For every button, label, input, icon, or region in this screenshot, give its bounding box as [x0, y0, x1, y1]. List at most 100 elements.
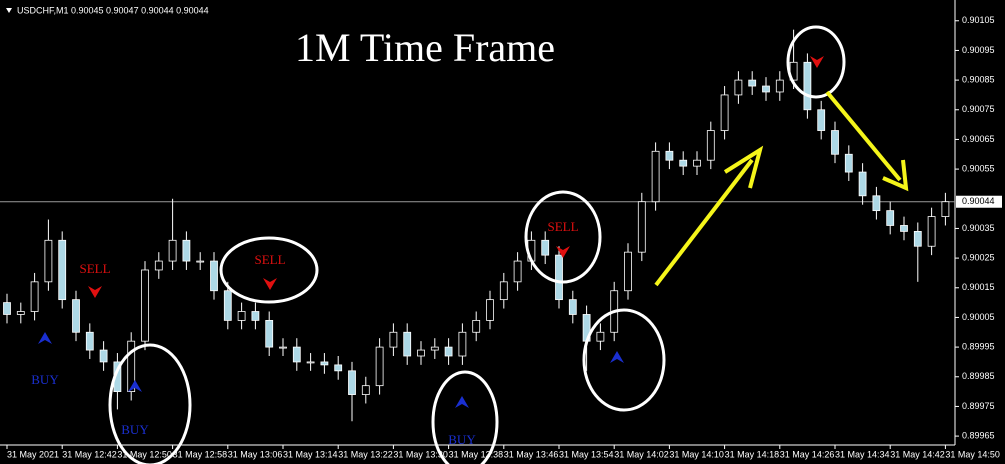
- arrow-head: [723, 145, 764, 189]
- candle-body: [3, 302, 11, 315]
- sell-arrow: [810, 56, 824, 68]
- y-tick-label: 0.90065: [962, 134, 995, 144]
- candle-body: [637, 201, 646, 253]
- candle-body: [279, 346, 287, 349]
- candle-body: [665, 150, 674, 161]
- candle-body: [334, 364, 343, 372]
- signal-label: SELL: [254, 252, 285, 267]
- candle-body: [555, 254, 563, 301]
- candle-body: [72, 299, 80, 333]
- candle-body: [306, 361, 315, 364]
- candle-body: [513, 260, 522, 283]
- candle-body: [858, 171, 867, 197]
- signal-labels: SELL SELL SELL BUY BUY BUY: [31, 219, 578, 447]
- sell-arrow: [556, 246, 570, 258]
- signal-label: BUY: [31, 372, 59, 387]
- candle-body: [237, 311, 246, 321]
- y-tick-label: 0.90025: [962, 252, 995, 262]
- circle: [582, 308, 666, 412]
- buy-arrow: [38, 332, 52, 344]
- candle-body: [210, 260, 218, 292]
- y-tick-label: 0.90035: [962, 223, 995, 233]
- candle-body: [99, 349, 108, 363]
- highlight-circles: [108, 25, 846, 464]
- candle-body: [85, 331, 94, 351]
- candle-body: [361, 385, 370, 395]
- candle-body: [182, 239, 191, 262]
- buy-signals: [38, 332, 624, 408]
- y-tick-label: 0.89975: [962, 401, 995, 411]
- candle-body: [679, 159, 688, 167]
- y-tick-label: 0.90095: [962, 45, 995, 55]
- menu-icon: [6, 8, 12, 13]
- candle-body: [831, 130, 839, 155]
- circle: [108, 343, 192, 464]
- sell-signals: [88, 56, 824, 298]
- current-price-label: 0.90044: [962, 196, 995, 206]
- candle-body: [458, 331, 467, 357]
- candle-body: [886, 210, 895, 226]
- candle-body: [541, 239, 550, 256]
- x-tick-label: 31 May 14:18: [725, 449, 780, 459]
- candle-body: [872, 195, 881, 212]
- x-tick-label: 31 May 12:42: [62, 449, 117, 459]
- candle-body: [568, 299, 577, 315]
- signal-label: SELL: [547, 219, 578, 234]
- x-tick-label: 31 May 12:50: [117, 449, 172, 459]
- x-tick-label: 31 May 14:34: [835, 449, 890, 459]
- candle-body: [168, 239, 177, 262]
- candle-body: [941, 201, 950, 217]
- chart-title: 1M Time Frame: [295, 25, 555, 70]
- arrow-shaft: [654, 158, 754, 287]
- circle: [786, 25, 846, 99]
- candle-body: [499, 281, 508, 301]
- candle-body: [251, 311, 260, 321]
- candle-body: [430, 346, 439, 351]
- candle-body: [734, 79, 743, 96]
- y-tick-label: 0.90075: [962, 104, 995, 114]
- y-tick-label: 0.90105: [962, 15, 995, 25]
- sell-arrow: [263, 278, 277, 290]
- circle: [431, 370, 499, 464]
- candle-body: [417, 349, 425, 357]
- y-tick-label: 0.89985: [962, 371, 995, 381]
- candle-body: [320, 361, 329, 366]
- y-tick-label: 0.90015: [962, 282, 995, 292]
- buy-arrow: [610, 351, 624, 363]
- candle-body: [403, 331, 412, 357]
- candle-body: [375, 346, 384, 387]
- candle-body: [596, 331, 605, 342]
- candle-body: [748, 79, 757, 87]
- candle-body: [927, 216, 936, 247]
- buy-arrow: [128, 380, 142, 392]
- y-tick-label: 0.89995: [962, 341, 995, 351]
- buy-arrow: [455, 396, 469, 408]
- y-tick-label: 0.90055: [962, 163, 995, 173]
- candle-body: [16, 311, 25, 315]
- candle-body: [292, 346, 301, 363]
- candle-body: [762, 85, 770, 93]
- candle-body: [44, 239, 53, 283]
- signal-label: BUY: [448, 432, 476, 447]
- candle-body: [472, 319, 481, 333]
- symbol-header: USDCHF,M1 0.90045 0.90047 0.90044 0.9004…: [17, 5, 209, 15]
- x-tick-label: 31 May 13:30: [393, 449, 448, 459]
- candle-body: [803, 61, 812, 111]
- current-price-box: [956, 195, 1002, 208]
- x-tick-label: 31 May 14:50: [945, 449, 1000, 459]
- candle-body: [30, 281, 39, 312]
- candle-body: [844, 153, 853, 173]
- y-tick-label: 0.90005: [962, 312, 995, 322]
- y-tick-label: 0.90085: [962, 74, 995, 84]
- x-tick-label: 31 May 2021: [7, 449, 59, 459]
- candle-body: [348, 370, 356, 395]
- x-tick-label: 31 May 13:14: [283, 449, 338, 459]
- arrow-head: [882, 159, 909, 192]
- x-tick-label: 31 May 13:38: [449, 449, 504, 459]
- x-tick-label: 31 May 13:46: [504, 449, 559, 459]
- candle-body: [223, 290, 232, 321]
- candle-body: [196, 260, 205, 263]
- x-tick-label: 31 May 13:22: [338, 449, 393, 459]
- signal-label: SELL: [79, 261, 110, 276]
